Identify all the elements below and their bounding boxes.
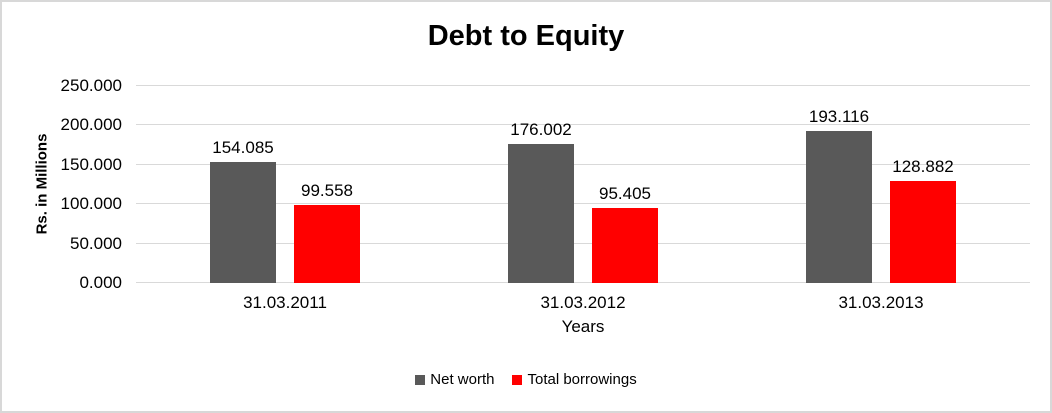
bar-group: 154.085 99.558 xyxy=(136,86,434,283)
x-axis-labels: 31.03.2011 31.03.2012 31.03.2013 xyxy=(136,293,1030,313)
y-tick-label: 50.000 xyxy=(70,233,122,253)
plot-area: 154.085 99.558 176.002 95.405 193.116 128.882… xyxy=(61,76,1030,292)
y-tick-label: 100.000 xyxy=(60,194,122,214)
y-tick-label: 250.000 xyxy=(60,76,122,95)
bar-net-worth: 193.116 xyxy=(806,107,872,283)
gridline xyxy=(136,85,1030,86)
legend-item-net-worth: Net worth xyxy=(415,371,494,388)
bar-group: 193.116 128.882 xyxy=(732,86,1030,283)
data-label: 128.882 xyxy=(892,157,954,177)
bar-total-borrowings: 99.558 xyxy=(294,181,360,283)
x-tick-label: 31.03.2012 xyxy=(540,293,626,312)
data-label: 154.085 xyxy=(212,137,274,157)
y-tick-label: 200.000 xyxy=(60,115,122,135)
bar-total-borrowings: 128.882 xyxy=(890,157,956,283)
gridline xyxy=(136,163,1030,165)
legend-item-total-borrowings: Total borrowings xyxy=(512,371,637,388)
legend-label: Total borrowings xyxy=(527,371,637,388)
legend: Net worth Total borrowings xyxy=(2,371,1050,388)
data-label: 193.116 xyxy=(808,106,870,126)
x-axis-title: Years xyxy=(561,317,605,336)
gridline xyxy=(136,203,1030,205)
x-tick-label: 31.03.2011 xyxy=(243,293,327,312)
y-tick-label: 0.000 xyxy=(79,273,122,292)
y-axis-title: Rs. in Millions xyxy=(33,133,51,235)
gridline xyxy=(136,242,1030,244)
bar-net-worth: 176.002 xyxy=(508,120,574,283)
x-tick-label: 31.03.2013 xyxy=(838,293,924,312)
data-label: 176.002 xyxy=(510,120,572,140)
gridline xyxy=(136,282,1030,283)
gridline xyxy=(136,124,1030,126)
legend-label: Net worth xyxy=(430,371,495,388)
y-tick-label: 150.000 xyxy=(60,154,122,174)
data-label: 95.405 xyxy=(599,183,651,203)
data-label: 99.558 xyxy=(301,180,353,200)
chart-title: Debt to Equity xyxy=(427,20,625,52)
bar-net-worth: 154.085 xyxy=(210,138,276,283)
legend-swatch-icon xyxy=(415,374,426,385)
bar-total-borrowings: 95.405 xyxy=(592,184,658,283)
legend-swatch-icon xyxy=(512,374,523,385)
bar-group: 176.002 95.405 xyxy=(434,86,732,283)
bar-groups-layer: 154.085 99.558 176.002 95.405 193.116 128.882 xyxy=(136,86,1030,283)
